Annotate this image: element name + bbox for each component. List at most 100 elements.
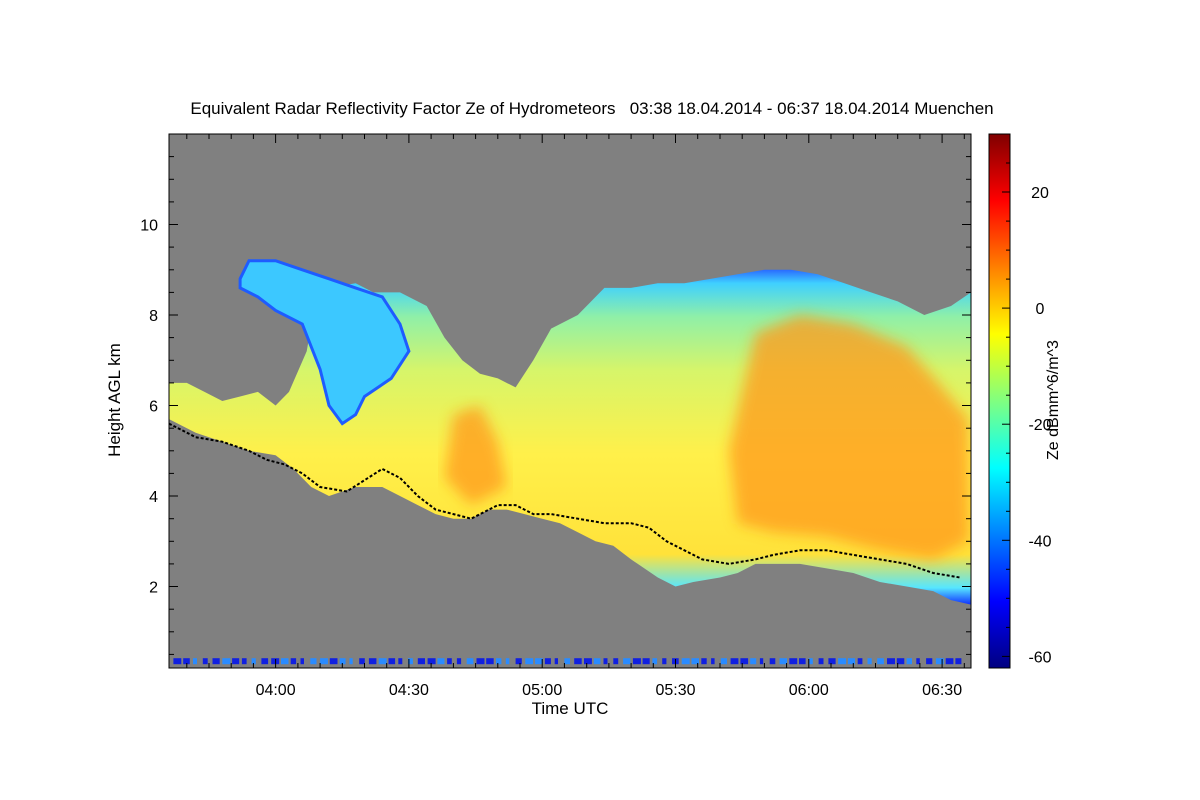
clutter-cell: [632, 658, 641, 665]
clutter-cell: [202, 658, 208, 665]
clutter-cell: [730, 658, 739, 665]
clutter-cell: [183, 658, 190, 665]
clutter-cell: [222, 658, 231, 665]
clutter-cell: [779, 658, 787, 665]
colorbar: [988, 133, 1011, 669]
clutter-cell: [750, 658, 757, 665]
y-tick-label: 6: [149, 399, 158, 416]
clutter-cell: [945, 658, 954, 665]
clutter-cell: [896, 658, 905, 665]
clutter-cell: [505, 658, 510, 665]
clutter-cell: [329, 658, 338, 665]
x-tick-label: 05:00: [522, 682, 562, 699]
clutter-cell: [251, 658, 256, 665]
clutter-cell: [955, 658, 962, 665]
clutter-cell: [368, 658, 377, 665]
clutter-cell: [339, 658, 346, 665]
y-tick-label: 2: [149, 580, 158, 597]
clutter-cell: [486, 658, 494, 665]
clutter-cell: [623, 658, 631, 665]
clutter-cell: [544, 658, 551, 665]
clutter-cell: [642, 658, 650, 665]
clutter-cell: [867, 658, 872, 665]
clutter-cell: [935, 658, 944, 665]
clutter-cell: [310, 658, 317, 665]
x-tick-label: 06:00: [789, 682, 829, 699]
clutter-cell: [662, 658, 667, 665]
max-zone-1: [444, 405, 507, 506]
clutter-cell: [525, 658, 534, 665]
clutter-cell: [535, 658, 543, 665]
x-axis-label: Time UTC: [532, 699, 609, 718]
clutter-cell: [691, 658, 699, 665]
clutter-cell: [408, 658, 413, 665]
cloud-high-fragment: [238, 259, 411, 426]
colorbar-tick-label: -60: [1028, 649, 1051, 666]
surface-clutter: [173, 658, 962, 665]
x-axis: 04:00 04:30 05:00 05:30 06:00 06:30: [186, 134, 965, 699]
clutter-cell: [388, 658, 396, 665]
y-axis-label: Height AGL km: [105, 343, 124, 457]
cloud-base-trace: [169, 422, 961, 579]
clutter-cell: [398, 658, 403, 665]
clutter-cell: [515, 658, 522, 665]
colorbar-tick-label: 20: [1031, 185, 1049, 202]
clutter-cell: [564, 658, 570, 665]
clutter-cell: [711, 658, 715, 665]
clutter-cell: [437, 658, 445, 665]
y-tick-label: 8: [149, 308, 158, 325]
clutter-cell: [926, 658, 933, 665]
y-tick-label: 10: [140, 218, 158, 235]
clutter-cell: [261, 658, 269, 665]
clutter-cell: [828, 658, 836, 665]
colorbar-label: Ze dBmm^6/m^3: [1045, 340, 1062, 460]
clutter-cell: [838, 658, 847, 665]
x-tick-label: 06:30: [922, 682, 962, 699]
clutter-cell: [740, 658, 749, 665]
clutter-cell: [916, 658, 920, 665]
x-tick-label: 04:00: [256, 682, 296, 699]
clutter-cell: [613, 658, 619, 665]
clutter-cell: [212, 658, 220, 665]
clutter-cell: [378, 658, 387, 665]
clutter-cell: [681, 658, 690, 665]
clutter-cell: [554, 658, 558, 665]
clutter-cell: [320, 658, 328, 665]
y-axis: 2 4 6 8 10: [140, 156, 971, 655]
clutter-cell: [359, 658, 365, 665]
clutter-cell: [720, 658, 727, 665]
clutter-cell: [281, 658, 289, 665]
clutter-cell: [417, 658, 425, 665]
clutter-cell: [476, 658, 485, 665]
clutter-cell: [456, 658, 462, 665]
plot-frame: [168, 133, 972, 669]
clutter-cell: [818, 658, 824, 665]
clutter-cell: [808, 658, 813, 665]
y-tick-label: 4: [149, 489, 158, 506]
clutter-cell: [173, 658, 182, 665]
clutter-cell: [906, 658, 912, 665]
max-zone-0: [728, 315, 969, 560]
clutter-cell: [232, 658, 240, 665]
clutter-cell: [701, 658, 707, 665]
clutter-cell: [584, 658, 592, 665]
clutter-cell: [300, 658, 304, 665]
clutter-cell: [241, 658, 247, 665]
clutter-cell: [877, 658, 884, 665]
clutter-cell: [603, 658, 608, 665]
x-tick-label: 05:30: [655, 682, 695, 699]
clutter-cell: [574, 658, 582, 665]
clutter-cell: [466, 658, 474, 665]
clutter-cell: [759, 658, 764, 665]
clutter-cell: [789, 658, 798, 665]
clutter-cell: [652, 658, 658, 665]
clutter-cell: [427, 658, 436, 665]
clutter-cell: [447, 658, 452, 665]
colorbar-tick-label: 0: [1036, 301, 1045, 318]
max-reflectivity-zones: [444, 315, 969, 560]
chart-title: Equivalent Radar Reflectivity Factor Ze …: [190, 99, 993, 118]
clutter-cell: [887, 658, 895, 665]
clutter-cell: [193, 658, 197, 665]
clutter-cell: [857, 658, 863, 665]
